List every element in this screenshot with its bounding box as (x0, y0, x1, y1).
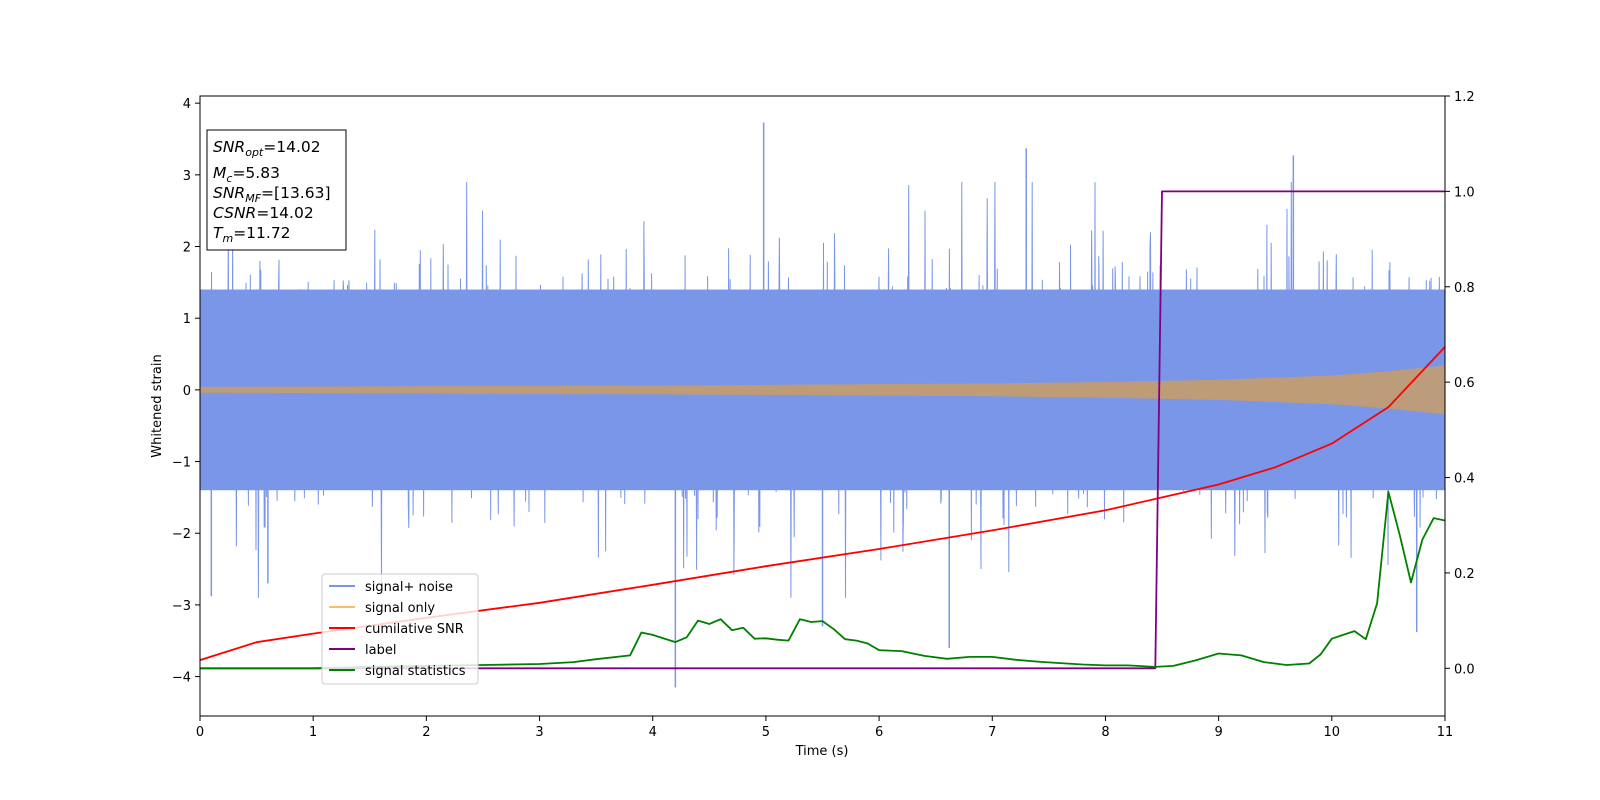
y-right-tick-label: 0.8 (1454, 281, 1475, 296)
stats-subscript: c (226, 172, 232, 185)
y-right-tick-label: 0.2 (1454, 567, 1475, 582)
stats-symbol: T (213, 224, 224, 242)
x-tick-label: 7 (988, 725, 996, 740)
x-tick-label: 0 (196, 725, 204, 740)
legend-label: signal only (365, 601, 435, 616)
stats-value: =[13.63] (261, 184, 330, 202)
y-left-tick-label: −2 (172, 527, 191, 542)
legend: signal+ noise signal only cumilative SNR la… (321, 573, 479, 685)
stats-subscript: m (222, 232, 233, 245)
y-right-tick-label: 0.4 (1454, 472, 1475, 487)
x-tick-label: 10 (1324, 725, 1341, 740)
y-left-tick-label: 0 (183, 384, 191, 399)
stats-symbol: SNR (213, 184, 245, 202)
y-axis-label: Whitened strain (150, 354, 165, 457)
series-layer (200, 122, 1445, 688)
stats-line: SNRMF=[13.63] (213, 184, 331, 205)
stats-line: SNRopt=14.02 (213, 138, 321, 159)
x-tick-label: 3 (535, 725, 543, 740)
plot-frame (199, 95, 1446, 717)
stats-line: Tm=11.72 (213, 224, 291, 245)
x-tick-label: 11 (1437, 725, 1454, 740)
y-left-tick-label: 2 (183, 241, 191, 256)
stats-symbol: M (213, 164, 226, 182)
stats-subscript: opt (245, 146, 264, 159)
x-tick-label: 6 (875, 725, 883, 740)
y-right-tick-label: 1.2 (1454, 90, 1475, 105)
y-axis-right: 0.0 0.2 0.4 0.6 0.8 1.0 1.2 (1445, 90, 1475, 677)
y-left-tick-label: −3 (172, 599, 191, 614)
y-right-tick-label: 0.6 (1454, 376, 1475, 391)
legend-frame (321, 573, 479, 685)
x-tick-label: 8 (1101, 725, 1109, 740)
series-signal-only-envelope (200, 365, 1445, 415)
y-left-tick-label: 3 (183, 169, 191, 184)
legend-label: signal statistics (365, 664, 466, 679)
x-tick-label: 1 (309, 725, 317, 740)
x-tick-label: 4 (649, 725, 657, 740)
stats-value: =14.02 (263, 138, 320, 156)
x-axis-label: Time (s) (795, 744, 849, 759)
stats-line: CSNR=14.02 (213, 204, 314, 222)
y-left-tick-label: −1 (172, 456, 191, 471)
stats-box: SNRopt=14.02Mc=5.83SNRMF=[13.63]CSNR=14.… (206, 129, 347, 251)
y-left-tick-label: 4 (183, 97, 191, 112)
x-tick-label: 5 (762, 725, 770, 740)
stats-value: =14.02 (256, 204, 313, 222)
stats-line: Mc=5.83 (213, 164, 280, 185)
y-right-tick-label: 0.0 (1454, 662, 1475, 677)
legend-label: signal+ noise (365, 580, 453, 595)
y-axis-left: −4 −3 −2 −1 0 1 2 3 4 (172, 97, 200, 686)
stats-value: =11.72 (233, 224, 290, 242)
series-signal-statistics-line (200, 490, 1445, 670)
stats-symbol: SNR (213, 138, 245, 156)
x-tick-label: 2 (422, 725, 430, 740)
y-left-tick-label: 1 (183, 312, 191, 327)
x-tick-label: 9 (1214, 725, 1222, 740)
stats-symbol: CSNR (213, 204, 256, 222)
legend-label: label (365, 643, 396, 658)
y-left-tick-label: −4 (172, 671, 191, 686)
x-axis: 0 1 2 3 4 5 6 7 8 9 10 11 (196, 716, 1453, 740)
legend-label: cumilative SNR (365, 622, 464, 637)
series-label-line (200, 190, 1445, 670)
stats-subscript: MF (245, 192, 261, 205)
stats-value: =5.83 (232, 164, 280, 182)
y-right-tick-label: 1.0 (1454, 185, 1475, 200)
stats-box-frame (206, 129, 347, 251)
